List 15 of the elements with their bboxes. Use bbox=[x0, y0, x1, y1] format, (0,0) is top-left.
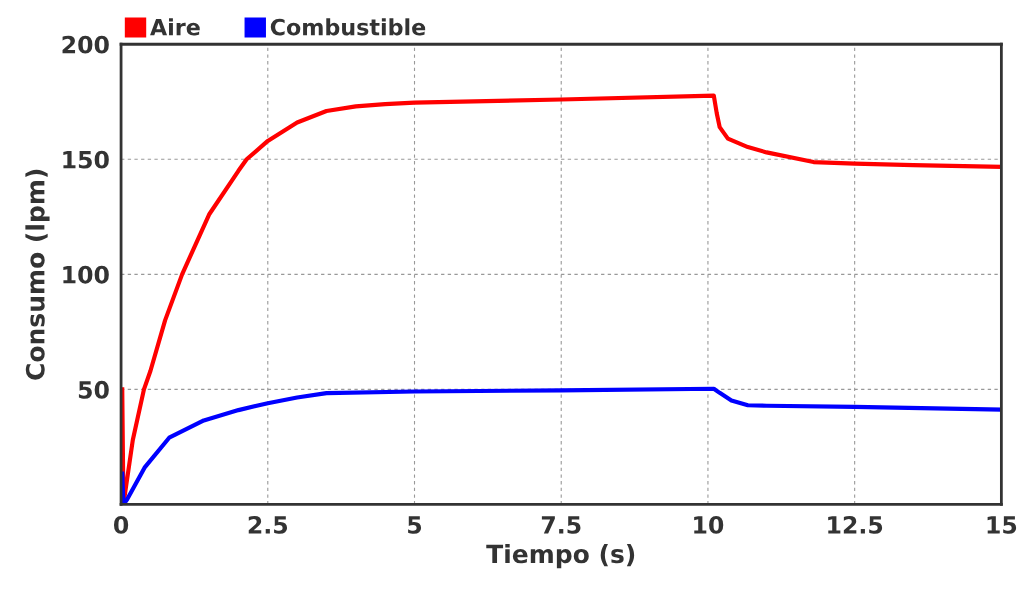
y-tick-label: 50 bbox=[78, 380, 109, 399]
y-axis-title: Consumo (lpm) bbox=[25, 169, 50, 380]
x-tick-label: 0 bbox=[113, 515, 129, 534]
x-tick-label: 7.5 bbox=[541, 516, 581, 534]
y-tick-label: 100 bbox=[63, 265, 109, 284]
x-tick-label: 5 bbox=[408, 516, 422, 534]
y-tick-label: 200 bbox=[62, 35, 109, 54]
y-tick-label: 150 bbox=[63, 150, 109, 169]
legend-label: Aire bbox=[150, 18, 200, 36]
x-axis-title: Tiempo (s) bbox=[486, 543, 635, 569]
x-tick-label: 10 bbox=[694, 515, 724, 534]
x-tick-label: 12.5 bbox=[828, 515, 883, 534]
x-tick-label: 15 bbox=[987, 516, 1017, 534]
x-tick-label: 2.5 bbox=[248, 515, 288, 534]
legend-label: Combustible bbox=[270, 18, 426, 36]
